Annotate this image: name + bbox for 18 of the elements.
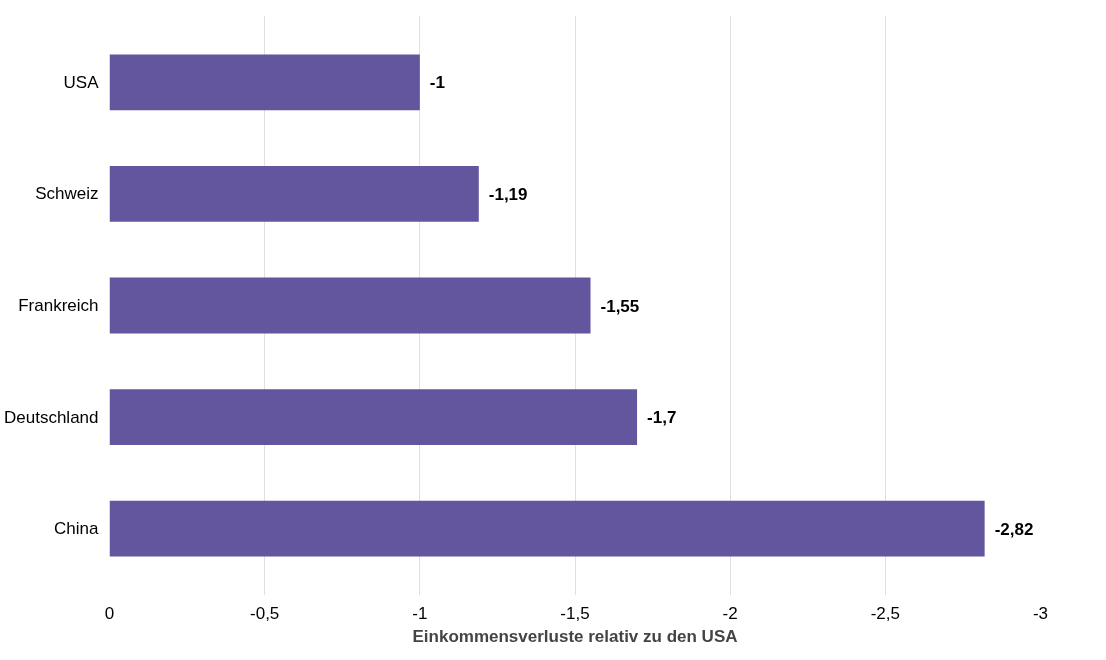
x-tick-label: -2,5	[870, 603, 900, 623]
data-label: -1,19	[488, 184, 528, 204]
y-tick-label: USA	[63, 72, 100, 92]
data-label: -1	[429, 73, 445, 93]
x-tick-label: -1	[412, 603, 428, 623]
data-label: -2,82	[994, 519, 1034, 539]
y-tick-label: Deutschland	[4, 407, 99, 427]
x-axis-title: Einkommensverluste relativ zu den USA	[412, 626, 738, 646]
x-tick-label: -1,5	[560, 603, 590, 623]
data-label: -1,7	[647, 408, 677, 428]
x-tick-label: 0	[104, 603, 115, 623]
data-label: -1,55	[600, 296, 640, 316]
y-tick-label: Schweiz	[35, 184, 99, 204]
y-tick-label: Frankreich	[18, 296, 99, 315]
x-tick-label: -3	[1032, 603, 1049, 623]
y-tick-label: China	[54, 519, 100, 539]
x-tick-label: -0,5	[250, 603, 280, 623]
x-tick-label: -2	[722, 603, 738, 623]
